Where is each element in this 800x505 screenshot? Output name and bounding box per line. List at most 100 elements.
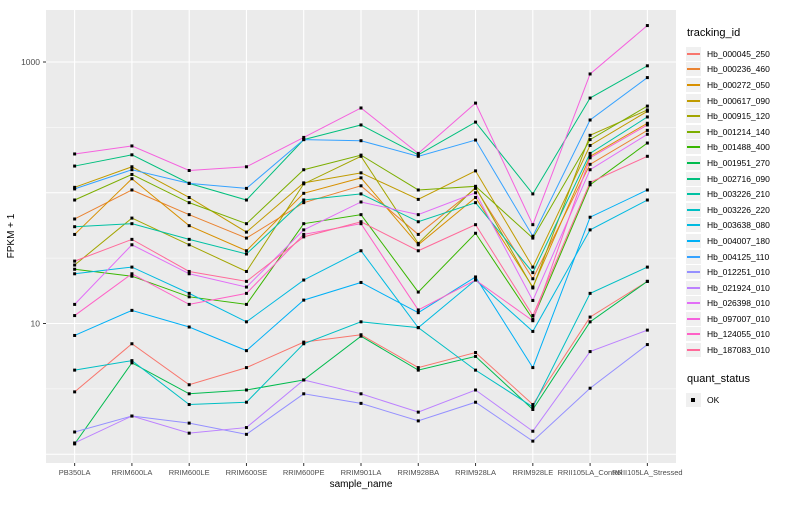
data-point — [244, 388, 248, 392]
data-point — [645, 279, 649, 283]
series-color-line-icon — [687, 271, 700, 274]
legend-key-swatch — [686, 249, 701, 264]
gridlines — [46, 10, 676, 463]
data-point — [474, 400, 478, 404]
legend-label: Hb_000236_460 — [707, 64, 770, 75]
data-point — [359, 213, 363, 217]
data-point — [531, 405, 535, 409]
data-point — [244, 236, 248, 240]
legend-key-swatch — [686, 109, 701, 124]
legend-title-quant-status: quant_status — [687, 372, 750, 385]
data-point — [359, 334, 363, 338]
x-tick-label: RRIM600LE — [169, 468, 210, 477]
series-color-line-icon — [687, 224, 700, 227]
legend-key-swatch — [686, 296, 701, 311]
data-point — [73, 368, 77, 372]
data-point — [187, 383, 191, 387]
data-point — [474, 368, 478, 372]
data-point — [73, 187, 77, 191]
filled-square-icon — [691, 397, 695, 402]
legend-key-swatch — [686, 155, 701, 170]
series-color-line-icon — [687, 208, 700, 211]
legend-entry-Hb_000045_250: Hb_000045_250 — [686, 46, 800, 62]
data-point — [416, 326, 420, 330]
legend-entry-Hb_000915_120: Hb_000915_120 — [686, 108, 800, 124]
data-point — [474, 231, 478, 235]
data-point — [474, 101, 478, 105]
legend-label: Hb_097007_010 — [707, 313, 770, 324]
data-point — [645, 115, 649, 119]
data-point — [416, 241, 420, 245]
data-point — [359, 176, 363, 180]
series-color-line-icon — [687, 83, 700, 86]
data-point — [359, 200, 363, 204]
legend-label: Hb_124055_010 — [707, 329, 770, 340]
legend-label: Hb_000272_050 — [707, 79, 770, 90]
data-point — [531, 236, 535, 240]
data-point — [531, 319, 535, 323]
x-tick-label: RRII105LA_Stressed — [612, 468, 682, 477]
x-axis-tick-labels: PB350LA RRIM600LA RRIM600LE RRIM600SE RRIM60… — [59, 468, 683, 477]
data-point — [359, 123, 363, 127]
data-point — [73, 259, 77, 263]
data-point — [531, 317, 535, 321]
data-point — [645, 104, 649, 108]
data-point — [588, 154, 592, 158]
data-point — [73, 430, 77, 434]
series-color-line-icon — [687, 146, 700, 149]
data-point — [474, 354, 478, 358]
data-point — [474, 169, 478, 173]
legend-key-swatch — [686, 311, 701, 326]
data-point — [302, 138, 306, 142]
data-point — [588, 168, 592, 172]
legend-label: Hb_003638_080 — [707, 220, 770, 231]
data-point — [187, 325, 191, 329]
data-point — [73, 185, 77, 189]
data-point — [531, 439, 535, 443]
legend-entry-Hb_003226_210: Hb_003226_210 — [686, 186, 800, 202]
data-point — [416, 308, 420, 312]
data-point — [130, 216, 134, 220]
x-axis-title: sample_name — [330, 479, 393, 490]
legend-key-swatch — [686, 62, 701, 77]
series-color-line-icon — [687, 239, 700, 242]
data-point — [474, 120, 478, 124]
series-color-line-icon — [687, 302, 700, 305]
data-point — [588, 350, 592, 354]
legend-label: Hb_000617_090 — [707, 95, 770, 106]
data-point — [187, 403, 191, 407]
data-point — [474, 138, 478, 142]
data-point — [416, 366, 420, 370]
data-point — [244, 222, 248, 226]
legend-label: Hb_001951_270 — [707, 157, 770, 168]
data-point — [588, 72, 592, 76]
data-point — [244, 285, 248, 289]
data-point — [645, 128, 649, 132]
data-point — [588, 133, 592, 137]
data-point — [588, 183, 592, 187]
x-tick-label: RRIM600PE — [283, 468, 325, 477]
data-point — [302, 232, 306, 236]
data-point — [73, 198, 77, 202]
series-color-line-icon — [687, 52, 700, 55]
legend-label: Hb_003226_220 — [707, 204, 770, 215]
legend-entry-quant-OK: OK — [686, 392, 800, 408]
series-color-line-icon — [687, 317, 700, 320]
data-point — [645, 141, 649, 145]
legend-label: Hb_187083_010 — [707, 345, 770, 356]
data-point — [645, 343, 649, 347]
legend-label: Hb_021924_010 — [707, 282, 770, 293]
legend-label: Hb_004125_110 — [707, 251, 770, 262]
legend-entry-Hb_021924_010: Hb_021924_010 — [686, 280, 800, 296]
data-point — [244, 302, 248, 306]
legend-color-entries: Hb_000045_250 Hb_000236_460 Hb_000272_050 H… — [686, 46, 800, 358]
legend-entry-Hb_002716_090: Hb_002716_090 — [686, 171, 800, 187]
data-point — [187, 237, 191, 241]
data-point — [244, 269, 248, 273]
data-point — [474, 388, 478, 392]
data-point — [302, 182, 306, 186]
data-point — [302, 198, 306, 202]
data-point — [187, 392, 191, 396]
data-point — [130, 243, 134, 247]
data-point — [244, 432, 248, 436]
